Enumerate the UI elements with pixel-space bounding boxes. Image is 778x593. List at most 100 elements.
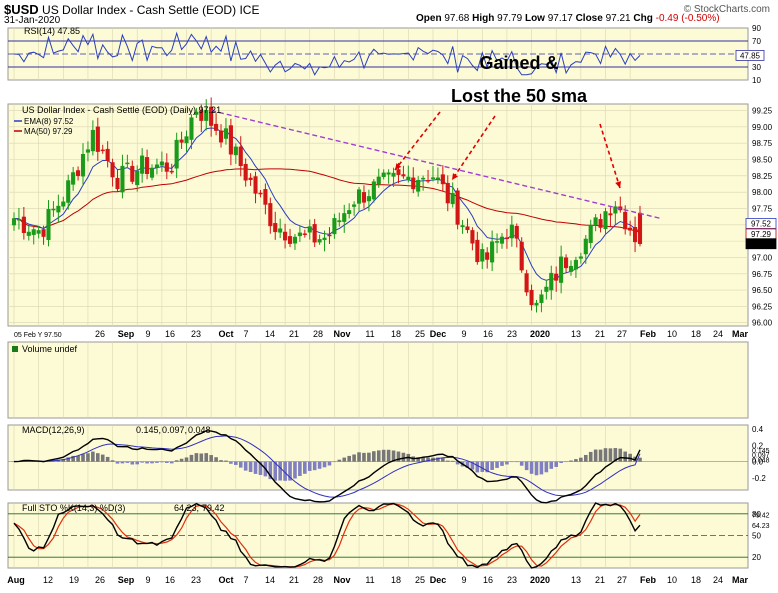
macd-tick--0.2: -0.2 <box>752 474 766 483</box>
rsi-tick-30: 30 <box>752 63 761 72</box>
macd-hist-bar <box>184 457 189 462</box>
candle-body <box>598 219 603 228</box>
macd-hist-bar <box>145 461 149 464</box>
candle-body <box>100 149 105 152</box>
price-flag-label-0: 97.52 <box>751 219 772 228</box>
sto-k-value: 64.23, <box>174 503 199 513</box>
candle-body <box>21 216 26 233</box>
sto-tick-50: 50 <box>752 532 761 541</box>
candle-body <box>268 203 273 227</box>
candle-body <box>115 177 120 190</box>
candle-body <box>396 169 401 175</box>
sto-flag-k: 64.23 <box>752 523 770 530</box>
candle-body <box>61 201 66 207</box>
price-flag-label-1: 97.29 <box>751 230 772 239</box>
macd-hist-bar <box>243 461 248 471</box>
macd-hist-bar <box>81 454 85 462</box>
macd-hist-bar <box>386 449 391 462</box>
macd-title: MACD(12,26,9) <box>22 425 85 435</box>
candle-body <box>499 236 505 244</box>
exchange: ICE <box>239 3 260 17</box>
macd-hist-bar <box>337 459 342 462</box>
top-axis-label-16: 9 <box>461 329 466 339</box>
macd-hist-bar <box>534 461 539 476</box>
macd-hist-bar <box>135 461 140 465</box>
panel-vol <box>7 341 749 419</box>
macd-hist-bar <box>514 461 519 463</box>
macd-hist-bar <box>248 461 253 473</box>
candle-body <box>411 177 416 190</box>
macd-hist-bar <box>352 454 356 462</box>
candle-body <box>465 226 470 231</box>
candle-body <box>243 163 248 181</box>
top-axis-label-4: 16 <box>165 329 175 339</box>
top-axis-label-9: 21 <box>289 329 299 339</box>
macd-hist-bar <box>618 448 623 462</box>
annotation-gained: Gained & <box>479 53 558 73</box>
macd-hist-bar <box>490 461 494 470</box>
candle-body <box>209 106 214 126</box>
candle-body <box>71 172 76 185</box>
macd-signal-line <box>13 435 641 498</box>
candle-body <box>317 239 322 243</box>
candle-body <box>529 289 534 306</box>
top-axis-label-14: 25 <box>415 329 425 339</box>
macd-hist-bar <box>593 449 598 462</box>
macd-hist-bar <box>376 450 381 462</box>
bottom-axis-label-26: 10 <box>667 575 677 585</box>
macd-hist-bar <box>214 457 218 462</box>
rsi-title: RSI(14) 47.85 <box>24 26 80 36</box>
candle-body <box>480 249 485 262</box>
price-title: US Dollar Index - Cash Settle (EOD) (Dai… <box>22 105 221 115</box>
candle-body <box>120 165 125 193</box>
bottom-axis-label-3: 26 <box>95 575 105 585</box>
candle-body <box>287 236 293 244</box>
rsi-tick-70: 70 <box>752 37 761 46</box>
bottom-axis-label-29: Mar <box>732 575 749 585</box>
macd-hist-bar <box>204 453 209 462</box>
candle-body <box>263 189 268 205</box>
candle-body <box>90 129 95 152</box>
price-flag-label-2: 97.21 <box>751 240 772 249</box>
top-axis-label-1: 26 <box>95 329 105 339</box>
macd-hist-bar <box>219 460 223 462</box>
candle-body <box>253 176 258 194</box>
macd-hist-bar <box>95 453 100 462</box>
ema8-legend: EMA(8) 97.52 <box>24 117 74 126</box>
bottom-axis-label-9: 7 <box>243 575 248 585</box>
bottom-axis-label-22: 13 <box>571 575 581 585</box>
macd-hist-bar <box>273 461 278 481</box>
top-axis-label-8: 14 <box>265 329 275 339</box>
candle-body <box>450 193 455 205</box>
macd-hist-bar <box>169 461 174 464</box>
annotation-arrowhead-0 <box>395 163 402 170</box>
bottom-axis-label-24: 27 <box>617 575 627 585</box>
candle-body <box>435 177 440 180</box>
candle-body <box>544 286 549 292</box>
close-value: 97.21 <box>605 13 631 24</box>
ema8-line <box>13 127 641 281</box>
price-tick-99.25: 99.25 <box>752 107 773 116</box>
macd-hist-bar <box>638 457 642 462</box>
macd-hist-bar <box>105 456 110 462</box>
candle-body <box>169 170 174 173</box>
candle-body <box>51 208 56 211</box>
macd-hist-bar <box>362 452 366 462</box>
macd-hist-bar <box>598 449 603 462</box>
ma50-line <box>13 168 641 233</box>
candle-body <box>327 234 332 237</box>
price-tick-96.25: 96.25 <box>752 302 773 311</box>
candle-body <box>416 179 421 192</box>
annotation-arrowhead-1 <box>452 173 459 180</box>
candle-body <box>633 227 638 243</box>
price-flag-0 <box>745 218 777 229</box>
candle-body <box>455 190 460 225</box>
macd-hist-bar <box>396 451 401 462</box>
ohlc-readout: Open 97.68 High 97.79 Low 97.17 Close 97… <box>416 13 720 24</box>
price-flag-2 <box>745 238 777 250</box>
bottom-axis-label-6: 16 <box>165 575 175 585</box>
candle-body <box>430 177 436 179</box>
candle-body <box>307 226 312 233</box>
top-axis-label-3: 9 <box>145 329 150 339</box>
ma50-legend: MA(50) 97.29 <box>24 127 73 136</box>
